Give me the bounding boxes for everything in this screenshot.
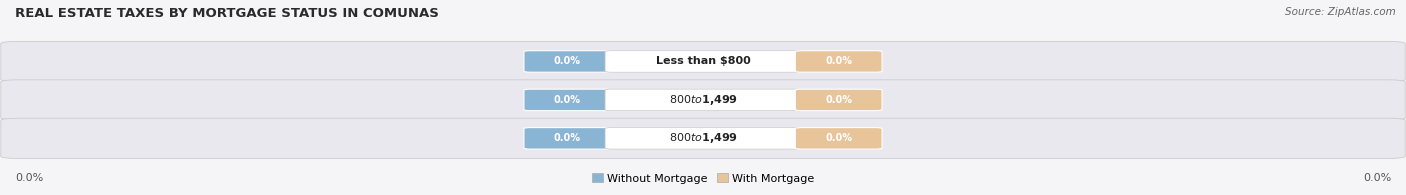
Text: Less than $800: Less than $800 <box>655 57 751 66</box>
FancyBboxPatch shape <box>1 80 1405 120</box>
Text: 0.0%: 0.0% <box>1362 173 1392 183</box>
FancyBboxPatch shape <box>796 51 882 72</box>
FancyBboxPatch shape <box>605 89 801 111</box>
Legend: Without Mortgage, With Mortgage: Without Mortgage, With Mortgage <box>588 169 818 188</box>
FancyBboxPatch shape <box>1 118 1405 158</box>
Text: 0.0%: 0.0% <box>825 133 852 143</box>
FancyBboxPatch shape <box>796 89 882 111</box>
Text: $800 to $1,499: $800 to $1,499 <box>668 131 738 145</box>
FancyBboxPatch shape <box>1 41 1405 82</box>
FancyBboxPatch shape <box>524 89 610 111</box>
FancyBboxPatch shape <box>796 128 882 149</box>
Text: $800 to $1,499: $800 to $1,499 <box>668 93 738 107</box>
Text: REAL ESTATE TAXES BY MORTGAGE STATUS IN COMUNAS: REAL ESTATE TAXES BY MORTGAGE STATUS IN … <box>14 7 439 20</box>
Text: 0.0%: 0.0% <box>554 95 581 105</box>
Text: 0.0%: 0.0% <box>554 57 581 66</box>
FancyBboxPatch shape <box>605 51 801 72</box>
FancyBboxPatch shape <box>524 128 610 149</box>
Text: 0.0%: 0.0% <box>825 57 852 66</box>
Text: 0.0%: 0.0% <box>14 173 44 183</box>
Text: 0.0%: 0.0% <box>554 133 581 143</box>
Text: Source: ZipAtlas.com: Source: ZipAtlas.com <box>1285 7 1395 17</box>
Text: 0.0%: 0.0% <box>825 95 852 105</box>
FancyBboxPatch shape <box>605 128 801 149</box>
FancyBboxPatch shape <box>524 51 610 72</box>
